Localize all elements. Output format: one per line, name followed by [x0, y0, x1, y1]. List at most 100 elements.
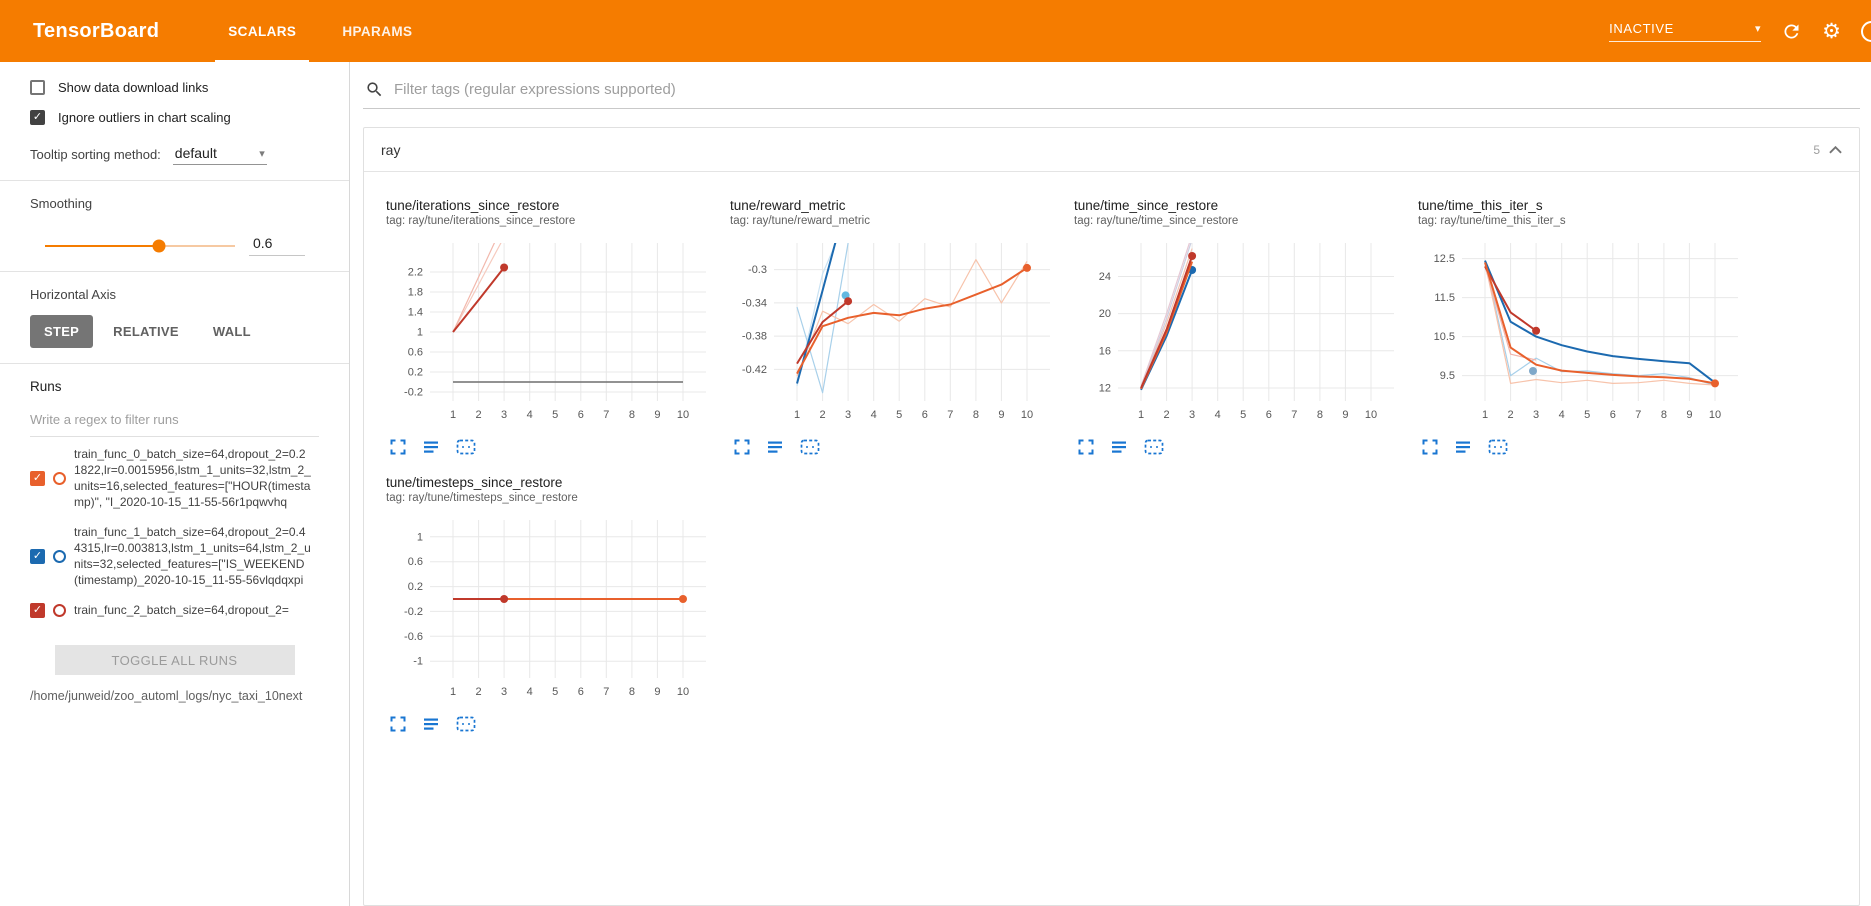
runs-selector-icon[interactable]: [1455, 439, 1471, 455]
ignore-outliers-checkbox[interactable]: ✓: [30, 110, 45, 125]
runs-filter-input[interactable]: [30, 404, 319, 437]
run-row: ✓ train_func_2_batch_size=64,dropout_2=: [30, 595, 319, 625]
horizontal-axis-label: Horizontal Axis: [30, 287, 116, 302]
svg-text:12: 12: [1099, 383, 1111, 395]
smoothing-slider-fill: [45, 244, 159, 247]
runs-selector-icon[interactable]: [1111, 439, 1127, 455]
axis-option-relative[interactable]: RELATIVE: [99, 315, 193, 348]
show-download-checkbox[interactable]: [30, 80, 45, 95]
run-checkbox[interactable]: ✓: [30, 602, 45, 618]
svg-text:5: 5: [896, 409, 902, 421]
expand-chart-icon[interactable]: [390, 439, 406, 455]
svg-text:3: 3: [845, 409, 851, 421]
runs-selector-icon[interactable]: [423, 439, 439, 455]
expand-chart-icon[interactable]: [1422, 439, 1438, 455]
checkmark-icon: ✓: [32, 603, 43, 616]
tooltip-sorting-select[interactable]: default ▾: [172, 145, 267, 165]
fit-to-data-icon[interactable]: [456, 716, 476, 732]
ray-section-header[interactable]: ray 5: [364, 128, 1859, 172]
line-chart-plot[interactable]: 1 2 3 4 5 6 7 8 9 10 -0.42 -0.38 -0.34 -0.3: [730, 235, 1062, 427]
svg-text:9: 9: [1686, 409, 1692, 421]
run-label: train_func_2_batch_size=64,dropout_2=: [74, 603, 289, 617]
chevron-up-icon[interactable]: [1829, 145, 1842, 154]
line-chart-plot[interactable]: 1 2 3 4 5 6 7 8 9 10 9.5 10.5 11.5 12.5: [1418, 235, 1750, 427]
chart-actions: [386, 716, 710, 732]
svg-text:10.5: 10.5: [1434, 331, 1455, 343]
expand-chart-icon[interactable]: [390, 716, 406, 732]
run-color-radio[interactable]: [53, 603, 66, 617]
app-title: TensorBoard: [33, 19, 160, 42]
svg-text:10: 10: [677, 409, 689, 421]
axis-option-wall[interactable]: WALL: [199, 315, 265, 348]
svg-text:9.5: 9.5: [1440, 370, 1455, 382]
run-label: train_func_1_batch_size=64,dropout_2=0.4…: [74, 525, 311, 587]
axis-option-step[interactable]: STEP: [30, 315, 94, 348]
svg-text:0.2: 0.2: [408, 367, 423, 379]
section-title: ray: [381, 141, 401, 158]
checkmark-icon: ✓: [32, 111, 43, 123]
line-chart-plot[interactable]: 1 2 3 4 5 6 7 8 9 10 -0.2 0.2 0.6 1 1.4 1.8 2.2: [386, 235, 718, 427]
svg-text:9: 9: [998, 409, 1004, 421]
ignore-outliers-row[interactable]: ✓ Ignore outliers in chart scaling: [30, 110, 319, 125]
refresh-icon[interactable]: [1781, 21, 1802, 42]
app-header: TensorBoard SCALARS HPARAMS INACTIVE ▾ ⚙: [0, 0, 1871, 62]
svg-text:-0.2: -0.2: [404, 387, 423, 399]
charts-grid: tune/iterations_since_restore tag: ray/tu…: [364, 172, 1859, 754]
search-icon: [365, 80, 384, 99]
run-color-radio[interactable]: [53, 471, 66, 485]
svg-text:-0.2: -0.2: [404, 606, 423, 618]
log-directory-path: /home/junweid/zoo_automl_logs/nyc_taxi_1…: [30, 689, 303, 703]
show-download-links-row[interactable]: Show data download links: [30, 80, 319, 95]
svg-text:3: 3: [501, 686, 507, 698]
runs-selector-icon[interactable]: [423, 716, 439, 732]
line-chart-plot[interactable]: 1 2 3 4 5 6 7 8 9 10 -1 -0.6 -0.2 0.2 0.6 1: [386, 512, 718, 704]
chart-tag: tag: ray/tune/time_this_iter_s: [1418, 215, 1566, 227]
svg-text:24: 24: [1099, 271, 1111, 283]
svg-text:1: 1: [1138, 409, 1144, 421]
run-color-radio[interactable]: [53, 549, 66, 563]
fit-to-data-icon[interactable]: [800, 439, 820, 455]
run-checkbox[interactable]: ✓: [30, 548, 45, 564]
tab-hparams[interactable]: HPARAMS: [342, 23, 413, 39]
settings-gear-icon[interactable]: ⚙: [1822, 19, 1841, 43]
run-status-dropdown[interactable]: INACTIVE ▾: [1609, 20, 1762, 42]
help-icon[interactable]: [1861, 20, 1871, 42]
main-panel: ray 5 tune/iterations_since_restore tag: …: [350, 62, 1871, 906]
svg-text:10: 10: [1021, 409, 1033, 421]
svg-text:-1: -1: [413, 656, 423, 668]
svg-text:20: 20: [1099, 308, 1111, 320]
svg-text:2: 2: [1164, 409, 1170, 421]
toggle-all-runs-button[interactable]: TOGGLE ALL RUNS: [54, 645, 295, 675]
expand-chart-icon[interactable]: [734, 439, 750, 455]
chart-card: tune/time_this_iter_s tag: ray/tune/time_…: [1402, 186, 1746, 463]
svg-text:6: 6: [1266, 409, 1272, 421]
fit-to-data-icon[interactable]: [456, 439, 476, 455]
run-checkbox[interactable]: ✓: [30, 470, 45, 486]
run-status-value: INACTIVE: [1609, 20, 1674, 36]
section-chart-count: 5: [1813, 142, 1820, 157]
run-label: train_func_0_batch_size=64,dropout_2=0.2…: [74, 447, 311, 509]
chart-title: tune/timesteps_since_restore: [386, 475, 563, 490]
smoothing-slider-thumb[interactable]: [152, 239, 166, 252]
filter-tags-input[interactable]: [394, 81, 1858, 98]
runs-selector-icon[interactable]: [767, 439, 783, 455]
chart-card: tune/reward_metric tag: ray/tune/reward_m…: [714, 186, 1058, 463]
settings-sidebar: Show data download links ✓ Ignore outlie…: [0, 62, 350, 906]
chart-card: tune/time_since_restore tag: ray/tune/tim…: [1058, 186, 1402, 463]
fit-to-data-icon[interactable]: [1488, 439, 1508, 455]
divider: [0, 363, 349, 364]
smoothing-slider[interactable]: [45, 239, 235, 252]
horizontal-axis-group: STEP RELATIVE WALL: [30, 315, 319, 348]
svg-text:-0.42: -0.42: [742, 364, 767, 376]
svg-text:4: 4: [1215, 409, 1221, 421]
svg-text:16: 16: [1099, 345, 1111, 357]
tab-scalars[interactable]: SCALARS: [205, 0, 319, 62]
expand-chart-icon[interactable]: [1078, 439, 1094, 455]
fit-to-data-icon[interactable]: [1144, 439, 1164, 455]
svg-text:10: 10: [1709, 409, 1721, 421]
svg-text:-0.6: -0.6: [404, 631, 423, 643]
smoothing-value[interactable]: 0.6: [249, 235, 305, 256]
tooltip-sorting-value: default: [174, 145, 217, 161]
svg-text:8: 8: [1317, 409, 1323, 421]
